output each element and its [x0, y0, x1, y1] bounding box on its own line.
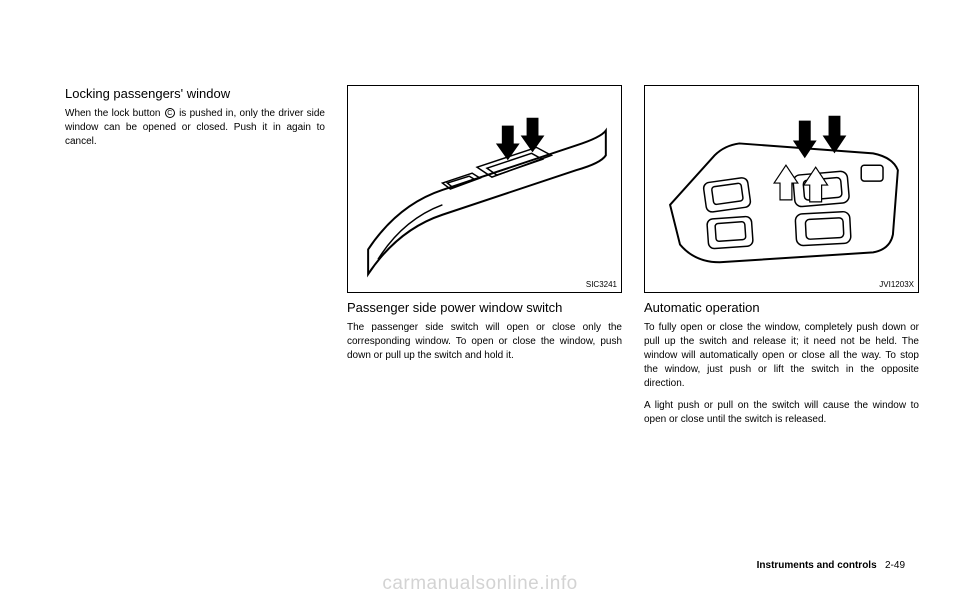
body-text-auto-1: To fully open or close the window, compl…	[644, 321, 919, 391]
heading-passenger-side-switch: Passenger side power window switch	[347, 299, 622, 317]
manual-page: Locking passengers' window When the lock…	[0, 0, 960, 611]
column-2: SIC3241 Passenger side power window swit…	[347, 85, 622, 571]
auto-operation-illustration	[645, 86, 918, 292]
footer-page-number: 2-49	[885, 560, 905, 571]
body-text-passenger-switch: The passenger side switch will open or c…	[347, 321, 622, 363]
body-text-locking: When the lock button C is pushed in, onl…	[65, 107, 325, 149]
column-3: JVI1203X Automatic operation To fully op…	[644, 85, 919, 571]
heading-automatic-operation: Automatic operation	[644, 299, 919, 317]
figure-auto-operation: JVI1203X	[644, 85, 919, 293]
passenger-switch-illustration	[348, 86, 621, 292]
figure-passenger-switch: SIC3241	[347, 85, 622, 293]
footer-section: Instruments and controls	[757, 560, 877, 571]
figure-caption-1: SIC3241	[586, 280, 617, 289]
heading-locking-passengers-window: Locking passengers' window	[65, 85, 325, 103]
body-text-auto-2: A light push or pull on the switch will …	[644, 399, 919, 427]
figure-caption-2: JVI1203X	[879, 280, 914, 289]
circled-c-icon: C	[165, 108, 175, 118]
page-footer: Instruments and controls 2-49	[757, 560, 905, 571]
column-1: Locking passengers' window When the lock…	[65, 85, 325, 571]
